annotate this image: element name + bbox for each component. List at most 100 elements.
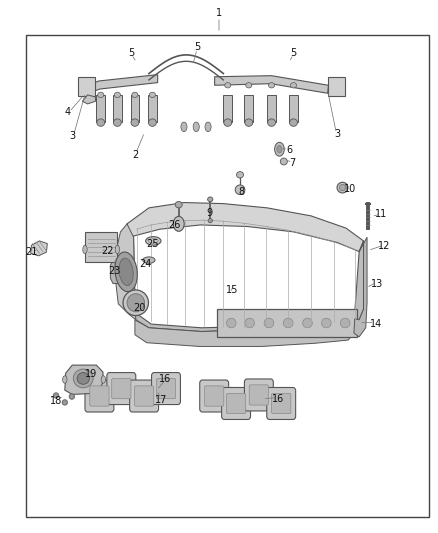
Text: 21: 21 [25, 247, 38, 256]
Ellipse shape [145, 237, 161, 245]
FancyBboxPatch shape [85, 380, 114, 412]
FancyBboxPatch shape [107, 373, 136, 405]
Polygon shape [82, 95, 95, 104]
Bar [289, 95, 298, 122]
Polygon shape [65, 365, 103, 394]
Ellipse shape [77, 373, 89, 384]
Ellipse shape [148, 119, 156, 126]
Text: 22: 22 [101, 246, 113, 255]
Polygon shape [111, 256, 125, 272]
Text: 23: 23 [109, 266, 121, 276]
FancyBboxPatch shape [156, 378, 176, 399]
Ellipse shape [224, 119, 232, 126]
FancyBboxPatch shape [267, 387, 296, 419]
FancyBboxPatch shape [112, 378, 131, 399]
FancyBboxPatch shape [152, 373, 180, 405]
Ellipse shape [226, 318, 236, 328]
Text: 1: 1 [216, 9, 222, 18]
Text: 11: 11 [375, 209, 387, 219]
Ellipse shape [246, 83, 252, 88]
Text: 18: 18 [50, 396, 62, 406]
Ellipse shape [264, 318, 274, 328]
Ellipse shape [339, 184, 346, 191]
Text: 14: 14 [370, 319, 382, 328]
Bar [244, 95, 253, 122]
Ellipse shape [127, 294, 145, 312]
Text: 13: 13 [371, 279, 383, 288]
Text: 16: 16 [272, 394, 284, 403]
Ellipse shape [98, 92, 104, 98]
Ellipse shape [83, 245, 87, 254]
Text: 17: 17 [155, 395, 167, 405]
Polygon shape [116, 224, 136, 320]
Polygon shape [215, 76, 328, 93]
Ellipse shape [123, 290, 148, 316]
FancyBboxPatch shape [205, 386, 224, 406]
Ellipse shape [101, 376, 106, 383]
Ellipse shape [290, 83, 297, 88]
Ellipse shape [235, 185, 245, 195]
Ellipse shape [175, 201, 182, 208]
Text: 5: 5 [128, 49, 134, 58]
Ellipse shape [321, 318, 331, 328]
FancyBboxPatch shape [272, 393, 291, 414]
Text: 3: 3 [69, 131, 75, 141]
Ellipse shape [113, 119, 121, 126]
Ellipse shape [290, 119, 297, 126]
Ellipse shape [208, 219, 212, 223]
Text: 7: 7 [290, 158, 296, 168]
Ellipse shape [303, 318, 312, 328]
Bar [223, 95, 232, 122]
Ellipse shape [205, 122, 211, 132]
Ellipse shape [114, 92, 120, 98]
FancyBboxPatch shape [200, 380, 229, 412]
Text: 6: 6 [286, 146, 292, 155]
Text: 4: 4 [65, 107, 71, 117]
Bar [267, 95, 276, 122]
Text: 9: 9 [206, 208, 212, 218]
Bar [96, 95, 105, 122]
Text: 16: 16 [159, 375, 172, 384]
Polygon shape [127, 224, 364, 332]
Ellipse shape [193, 122, 199, 132]
Ellipse shape [237, 172, 244, 178]
Text: 2: 2 [133, 150, 139, 159]
Text: 12: 12 [378, 241, 391, 251]
Ellipse shape [131, 119, 139, 126]
Ellipse shape [143, 257, 155, 263]
Text: 5: 5 [194, 42, 200, 52]
Ellipse shape [208, 197, 213, 201]
Ellipse shape [268, 119, 276, 126]
Polygon shape [31, 241, 47, 256]
FancyBboxPatch shape [130, 380, 159, 412]
Bar [131, 95, 139, 122]
Ellipse shape [97, 119, 105, 126]
Polygon shape [110, 260, 119, 284]
Ellipse shape [340, 318, 350, 328]
Bar [217, 309, 357, 337]
Polygon shape [354, 237, 367, 337]
Ellipse shape [119, 258, 133, 286]
Ellipse shape [53, 393, 59, 398]
FancyBboxPatch shape [90, 386, 109, 406]
Ellipse shape [245, 119, 253, 126]
Polygon shape [135, 319, 355, 346]
Ellipse shape [268, 83, 275, 88]
Ellipse shape [280, 158, 287, 165]
Text: 5: 5 [290, 49, 297, 58]
Ellipse shape [149, 92, 155, 98]
Text: 3: 3 [334, 130, 340, 139]
Text: 10: 10 [344, 184, 357, 194]
Text: 19: 19 [85, 369, 97, 379]
Text: 26: 26 [168, 220, 180, 230]
FancyBboxPatch shape [244, 379, 273, 411]
Text: 25: 25 [146, 239, 159, 249]
Ellipse shape [132, 92, 138, 98]
Bar [78, 77, 95, 96]
Bar [148, 95, 157, 122]
Bar [85, 232, 117, 262]
Text: 20: 20 [133, 303, 145, 312]
Polygon shape [127, 203, 364, 252]
Ellipse shape [115, 252, 137, 292]
Bar [113, 95, 122, 122]
